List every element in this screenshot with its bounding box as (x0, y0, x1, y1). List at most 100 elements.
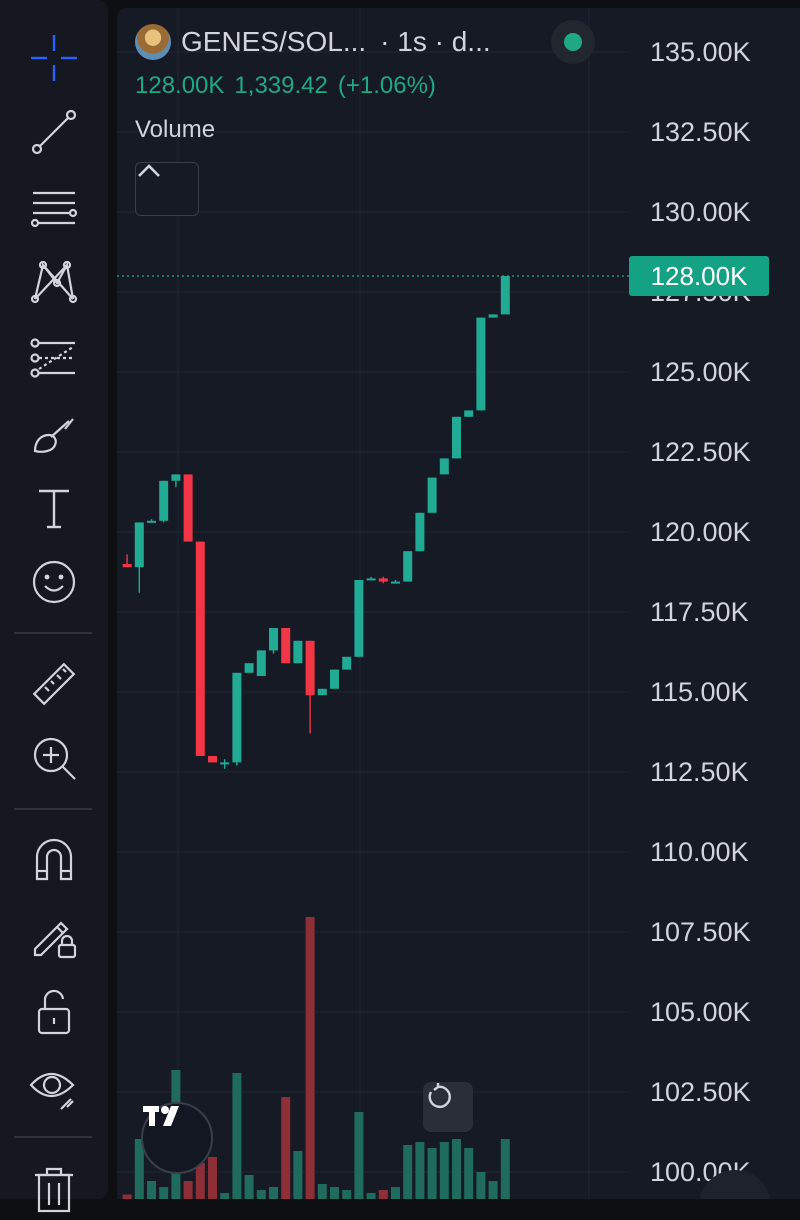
volume-bar (439, 1142, 449, 1199)
candle-body (500, 276, 510, 315)
volume-bar (342, 1190, 352, 1199)
unlock-tool[interactable] (22, 980, 86, 1044)
volume-bar (403, 1145, 413, 1199)
candle (208, 756, 217, 763)
volume-bar (317, 1184, 327, 1199)
candle (476, 317, 486, 411)
volume-bar (195, 1163, 205, 1199)
toolbar-separator (14, 1136, 92, 1138)
hide-drawings-tool[interactable] (22, 1056, 86, 1120)
candle (391, 580, 400, 584)
candle (232, 672, 242, 766)
price-tick-label: 115.00K (650, 677, 749, 707)
lock-drawings-tool[interactable] (22, 904, 86, 968)
candle-body (256, 650, 266, 676)
candles (122, 276, 510, 769)
volume-bar (293, 1151, 303, 1199)
interval-label[interactable]: · 1s · d... (380, 26, 491, 57)
candle-body (427, 477, 437, 513)
candle (378, 576, 388, 584)
volume-bar (269, 1187, 278, 1199)
market-status-indicator[interactable] (551, 20, 595, 64)
lock-drawings-icon (33, 921, 77, 959)
candle-body (122, 564, 132, 568)
candle-body (171, 474, 181, 481)
candle-body (134, 522, 144, 568)
chevron-up-icon (138, 164, 160, 177)
candle-body (281, 628, 291, 664)
volume-bar (354, 1112, 364, 1199)
candle (134, 522, 144, 593)
price-tick-label: 122.50K (650, 437, 751, 467)
trend-line-icon (31, 109, 77, 155)
candle (220, 759, 230, 769)
candle (293, 640, 303, 664)
chart-pane[interactable]: 135.00K132.50K130.00K127.50K125.00K122.5… (117, 8, 800, 1199)
volume-bar (330, 1187, 339, 1199)
candle (330, 669, 339, 689)
text-tool[interactable] (22, 476, 86, 540)
price-tick-label: 102.50K (650, 1077, 751, 1107)
volume-bar (208, 1157, 217, 1199)
candle-body (403, 551, 413, 582)
xabcd-pattern-icon (30, 260, 78, 304)
candle-body (159, 480, 169, 521)
price-axis: 135.00K132.50K130.00K127.50K125.00K122.5… (650, 37, 751, 1187)
candle-body (147, 520, 156, 523)
candle (317, 688, 327, 696)
candle (171, 474, 181, 488)
brush-tool[interactable] (22, 402, 86, 466)
candle (452, 416, 461, 459)
zoom-in-tool[interactable] (22, 726, 86, 790)
forecast-icon (30, 338, 75, 378)
emoji-tool[interactable] (22, 550, 86, 614)
candle (269, 628, 278, 654)
forecast-tool[interactable] (22, 326, 86, 390)
crosshair-icon (31, 35, 77, 81)
collapse-legend-button[interactable] (135, 162, 199, 216)
price-tick-label: 107.50K (650, 917, 751, 947)
emoji-icon (32, 560, 76, 604)
magnet-tool[interactable] (22, 828, 86, 892)
candle-body (220, 762, 230, 765)
candlestick-chart[interactable]: 135.00K132.50K130.00K127.50K125.00K122.5… (117, 8, 800, 1199)
status-dot-icon (564, 33, 582, 51)
toolbar-separator (14, 632, 92, 634)
volume-bar (464, 1148, 474, 1199)
reset-chart-button[interactable] (423, 1082, 473, 1132)
ruler-icon (32, 662, 76, 706)
candle-body (269, 628, 278, 651)
candle-body (391, 581, 400, 584)
trend-line-tool[interactable] (22, 100, 86, 164)
symbol-avatar[interactable] (135, 24, 171, 60)
indicator-label[interactable]: Volume (135, 116, 216, 143)
candle (403, 551, 413, 582)
tradingview-logo[interactable] (141, 1102, 213, 1174)
price-tick-label: 105.00K (650, 997, 751, 1027)
ruler-tool[interactable] (22, 652, 86, 716)
candle-body (378, 578, 388, 582)
text-icon (39, 489, 69, 529)
xabcd-pattern-tool[interactable] (22, 250, 86, 314)
candle (439, 458, 449, 475)
crosshair-tool[interactable] (22, 26, 86, 90)
volume-bar (476, 1172, 486, 1199)
volume-bar (305, 917, 315, 1199)
volume-bar (122, 1194, 132, 1199)
candle-body (317, 688, 327, 696)
candle-body (195, 541, 205, 756)
volume-bar (281, 1097, 291, 1199)
candle (415, 512, 425, 552)
price-tick-label: 135.00K (650, 37, 751, 67)
fib-retracement-tool[interactable] (22, 176, 86, 240)
unlock-icon (37, 989, 71, 1035)
remove-drawings-tool[interactable] (22, 1156, 86, 1220)
candle (195, 541, 205, 756)
volume-bar (500, 1139, 510, 1199)
candle (500, 276, 510, 315)
candle-body (244, 663, 254, 673)
symbol-title[interactable]: GENES/SOL... (181, 26, 367, 57)
candle (281, 628, 291, 664)
candle (464, 410, 474, 417)
candle-body (183, 474, 193, 542)
